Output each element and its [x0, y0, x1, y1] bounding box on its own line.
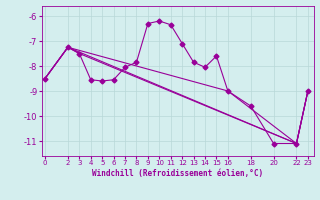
X-axis label: Windchill (Refroidissement éolien,°C): Windchill (Refroidissement éolien,°C) — [92, 169, 263, 178]
